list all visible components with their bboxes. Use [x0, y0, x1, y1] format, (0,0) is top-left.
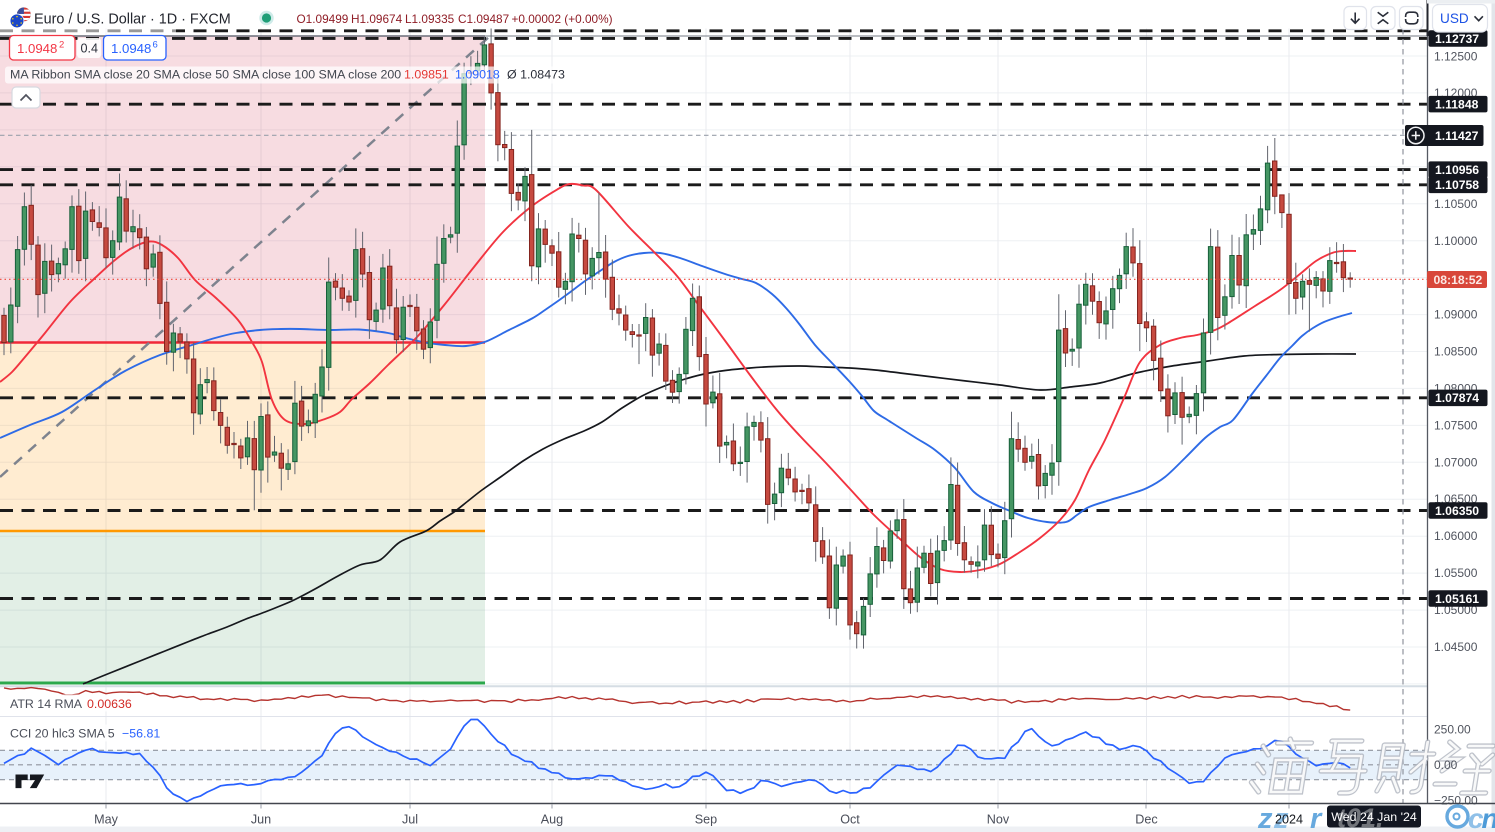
svg-text:Sep: Sep — [695, 812, 717, 826]
svg-text:Dec: Dec — [1135, 812, 1157, 826]
svg-text:r: r — [1310, 803, 1323, 832]
svg-text:1.11427: 1.11427 — [1435, 129, 1479, 143]
svg-text:1.07500: 1.07500 — [1434, 418, 1478, 432]
svg-text:−56.81: −56.81 — [122, 727, 160, 741]
svg-text:1.0948: 1.0948 — [111, 41, 151, 56]
svg-text:Ø 1.08473: Ø 1.08473 — [507, 68, 565, 82]
svg-text:Aug: Aug — [541, 812, 563, 826]
svg-text:2: 2 — [59, 40, 64, 51]
svg-text:0.00636: 0.00636 — [87, 697, 132, 711]
svg-text:1.11848: 1.11848 — [1435, 98, 1479, 112]
svg-text:1.08500: 1.08500 — [1434, 345, 1478, 359]
svg-text:z: z — [1257, 803, 1273, 832]
svg-text:CCI 20 hlc3 SMA 5: CCI 20 hlc3 SMA 5 — [10, 727, 115, 741]
svg-text:1.12500: 1.12500 — [1434, 49, 1478, 63]
svg-text:1.06000: 1.06000 — [1434, 529, 1478, 543]
svg-text:Oct: Oct — [840, 812, 860, 826]
svg-text:n: n — [1482, 803, 1495, 832]
svg-text:1.09018: 1.09018 — [455, 68, 500, 82]
svg-text:1.12737: 1.12737 — [1435, 32, 1479, 46]
svg-text:USD: USD — [1440, 11, 1469, 26]
svg-text:O1.09499: O1.09499 — [297, 12, 349, 26]
svg-text:1.09851: 1.09851 — [404, 68, 449, 82]
svg-text:Euro / U.S. Dollar · 1D · FXCM: Euro / U.S. Dollar · 1D · FXCM — [34, 11, 231, 27]
svg-text:Nov: Nov — [987, 812, 1010, 826]
svg-text:0.00: 0.00 — [1434, 758, 1458, 772]
svg-text:+0.00002 (+0.00%): +0.00002 (+0.00%) — [512, 12, 613, 26]
svg-text:May: May — [94, 812, 118, 826]
svg-text:ATR 14 RMA: ATR 14 RMA — [10, 697, 83, 711]
svg-text:1.10758: 1.10758 — [1435, 178, 1479, 192]
svg-text:1.07000: 1.07000 — [1434, 455, 1478, 469]
svg-text:1.05500: 1.05500 — [1434, 566, 1478, 580]
svg-text:0.4: 0.4 — [81, 42, 99, 56]
svg-text:1.10956: 1.10956 — [1435, 163, 1479, 177]
svg-text:C1.09487: C1.09487 — [458, 12, 509, 26]
svg-text:250.00: 250.00 — [1434, 722, 1471, 736]
svg-text:1.0948: 1.0948 — [17, 41, 57, 56]
svg-text:1.10000: 1.10000 — [1434, 234, 1478, 248]
svg-text:Wed 24 Jan '24: Wed 24 Jan '24 — [1331, 810, 1417, 824]
svg-text:1.06350: 1.06350 — [1435, 504, 1479, 518]
svg-text:c: c — [1468, 803, 1484, 832]
svg-text:1.10500: 1.10500 — [1434, 197, 1478, 211]
svg-text:1.05161: 1.05161 — [1435, 592, 1479, 606]
svg-text:1.04500: 1.04500 — [1434, 640, 1478, 654]
svg-text:2024: 2024 — [1275, 812, 1303, 826]
svg-text:z: z — [1273, 803, 1289, 832]
svg-text:08:18:52: 08:18:52 — [1434, 273, 1483, 287]
svg-text:MA Ribbon SMA close 20 SMA clo: MA Ribbon SMA close 20 SMA close 50 SMA … — [10, 68, 401, 82]
svg-text:Jul: Jul — [402, 812, 418, 826]
svg-text:t01.: t01. — [1337, 803, 1384, 832]
svg-text:1.07874: 1.07874 — [1435, 391, 1479, 405]
svg-text:L1.09335: L1.09335 — [405, 12, 455, 26]
svg-text:1.09000: 1.09000 — [1434, 308, 1478, 322]
svg-text:H1.09674: H1.09674 — [351, 12, 403, 26]
svg-text:Jun: Jun — [251, 812, 271, 826]
svg-text:6: 6 — [153, 40, 158, 51]
